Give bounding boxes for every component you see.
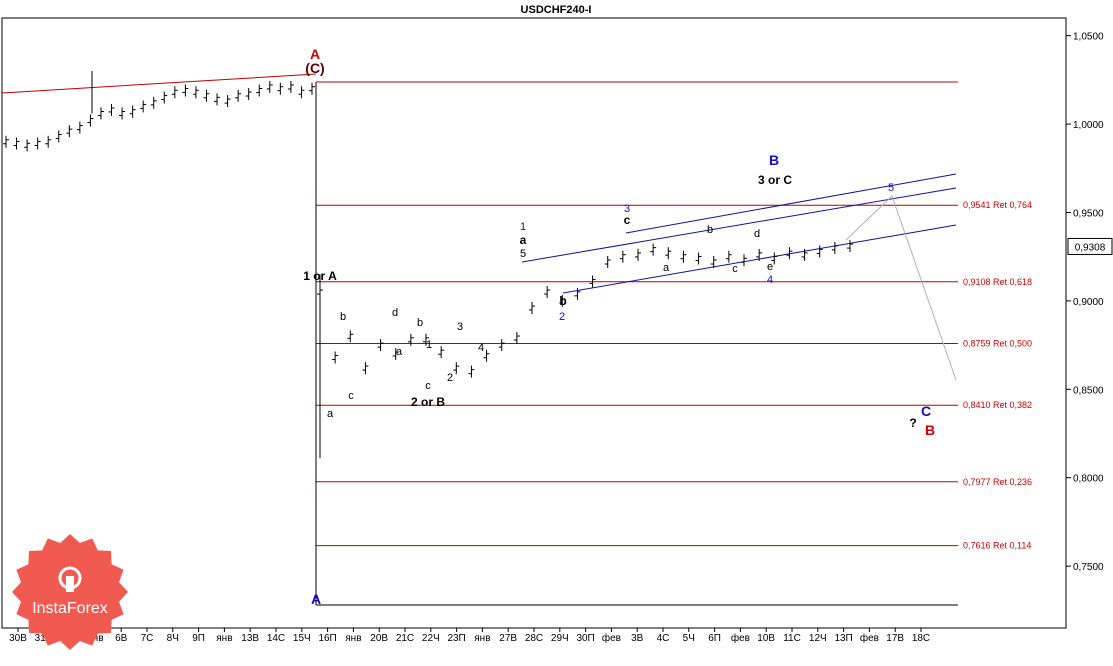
- logo-text: InstaForex: [32, 600, 108, 617]
- y-tick-label: 1,0000: [1073, 120, 1104, 131]
- wave-label-A-top-red: A: [310, 46, 320, 62]
- wave-label-n1: 1: [426, 339, 432, 351]
- y-tick-label: 0,8500: [1073, 385, 1104, 396]
- y-tick-label: 0,8000: [1073, 474, 1104, 485]
- x-tick-label: фев: [860, 632, 879, 644]
- y-tick-label: 1,0500: [1073, 32, 1104, 43]
- wave-label-C-blue: C: [921, 403, 931, 419]
- projection-path: [845, 195, 957, 381]
- wave-label-b4: b: [707, 224, 713, 236]
- x-tick-label: 12Ч: [809, 633, 827, 644]
- wave-label-d4: d: [754, 228, 760, 240]
- x-tick-label: 23П: [447, 633, 465, 644]
- current-price-box: [1067, 237, 1113, 255]
- wave-label-n5: 5: [520, 248, 526, 260]
- x-tick-label: 13П: [834, 633, 852, 644]
- x-tick-label: 27В: [499, 633, 517, 644]
- x-tick-label: 3В: [631, 633, 644, 644]
- wave-label-c1: c: [348, 390, 354, 402]
- fib-level-label: 0,8410 Ret 0,382: [963, 400, 1032, 410]
- x-tick-label: 6П: [708, 633, 721, 644]
- x-tick-label: 28С: [525, 633, 543, 644]
- x-tick-label: янв: [474, 633, 490, 644]
- instaforex-logo: InstaForex: [10, 532, 130, 652]
- x-tick-label: 7С: [141, 633, 154, 644]
- x-tick-label: 22Ч: [422, 633, 440, 644]
- wave-label-c2: c: [425, 380, 431, 392]
- wave-label-a4: a: [663, 262, 670, 274]
- wave-label-e4: e: [767, 261, 773, 273]
- x-tick-label: 11С: [783, 633, 801, 644]
- x-tick-label: 8Ч: [167, 633, 179, 644]
- x-tick-label: 29Ч: [551, 633, 569, 644]
- fib-level-label: 0,9108 Ret 0,618: [963, 277, 1032, 287]
- wave-label-one-or-A: 1 or A: [303, 269, 337, 283]
- wave-label-question: ?: [909, 416, 916, 430]
- y-tick-label: 0,9000: [1073, 297, 1104, 308]
- x-tick-label: янв: [345, 633, 361, 644]
- wave-label-two-or-B: 2 or B: [411, 395, 445, 409]
- wave-label-n4: 4: [478, 342, 484, 354]
- x-tick-label: фев: [731, 632, 750, 644]
- logo-badge-icon: [12, 534, 128, 650]
- x-tick-label: 9П: [192, 633, 205, 644]
- upper-trendline: [1, 73, 317, 94]
- x-tick-label: 30П: [576, 633, 594, 644]
- x-tick-label: 10В: [757, 633, 775, 644]
- wave-label-blue1: 1: [520, 221, 526, 233]
- wave-label-a3: a: [520, 233, 527, 247]
- wave-label-a2: a: [396, 346, 403, 358]
- wave-label-blue5: 5: [888, 182, 894, 194]
- channel-middle-line: [521, 187, 957, 263]
- x-tick-label: 6В: [115, 633, 128, 644]
- wave-label-c3: c: [624, 213, 631, 227]
- wave-label-three-or-C: 3 or C: [758, 173, 792, 187]
- y-tick-label: 0,9500: [1073, 208, 1104, 219]
- x-tick-label: 14С: [267, 633, 285, 644]
- wave-label-blue2: 2: [559, 311, 565, 323]
- wave-label-b3: b: [559, 294, 566, 308]
- wave-label-A-bottom-blue: A: [311, 591, 321, 607]
- wave-label-n2: 2: [447, 372, 453, 384]
- wave-label-d1: d: [392, 307, 398, 319]
- chart-title: USDCHF240-I: [521, 4, 592, 16]
- x-tick-label: фев: [602, 632, 621, 644]
- wave-label-C-paren: (C): [305, 60, 324, 76]
- x-tick-label: 5Ч: [683, 633, 695, 644]
- x-tick-label: 13В: [241, 633, 259, 644]
- wave-label-a1: a: [327, 408, 334, 420]
- wave-label-blue3: 3: [624, 203, 630, 215]
- x-tick-label: 16П: [318, 633, 336, 644]
- wave-label-n3: 3: [457, 321, 463, 333]
- x-tick-label: 20В: [370, 633, 388, 644]
- fib-level-label: 0,7616 Ret 0,114: [963, 541, 1031, 551]
- fib-level-label: 0,7977 Ret 0,236: [963, 477, 1032, 487]
- fib-level-label: 0,8759 Ret 0,500: [963, 339, 1032, 349]
- x-tick-label: 4С: [657, 633, 670, 644]
- y-tick-label: 0,7500: [1073, 562, 1104, 573]
- x-tick-label: 21С: [396, 633, 414, 644]
- current-price-label: 0,9308: [1075, 242, 1106, 253]
- x-tick-label: 18С: [912, 633, 930, 644]
- x-tick-label: 17В: [886, 633, 904, 644]
- x-tick-label: 15Ч: [293, 633, 311, 644]
- wave-label-blue4: 4: [767, 274, 773, 286]
- x-tick-label: янв: [216, 633, 232, 644]
- channel-upper-line: [625, 173, 957, 234]
- wave-label-B-red: B: [925, 422, 935, 438]
- wave-label-b2: b: [417, 317, 423, 329]
- wave-label-c4: c: [732, 263, 738, 275]
- wave-label-b1: b: [340, 311, 346, 323]
- fib-level-label: 0,9541 Ret 0,764: [963, 200, 1032, 210]
- wave-label-B-blue: B: [769, 152, 779, 168]
- x-tick-label: 30В: [9, 633, 27, 644]
- x-tick-label: 31С: [35, 633, 53, 644]
